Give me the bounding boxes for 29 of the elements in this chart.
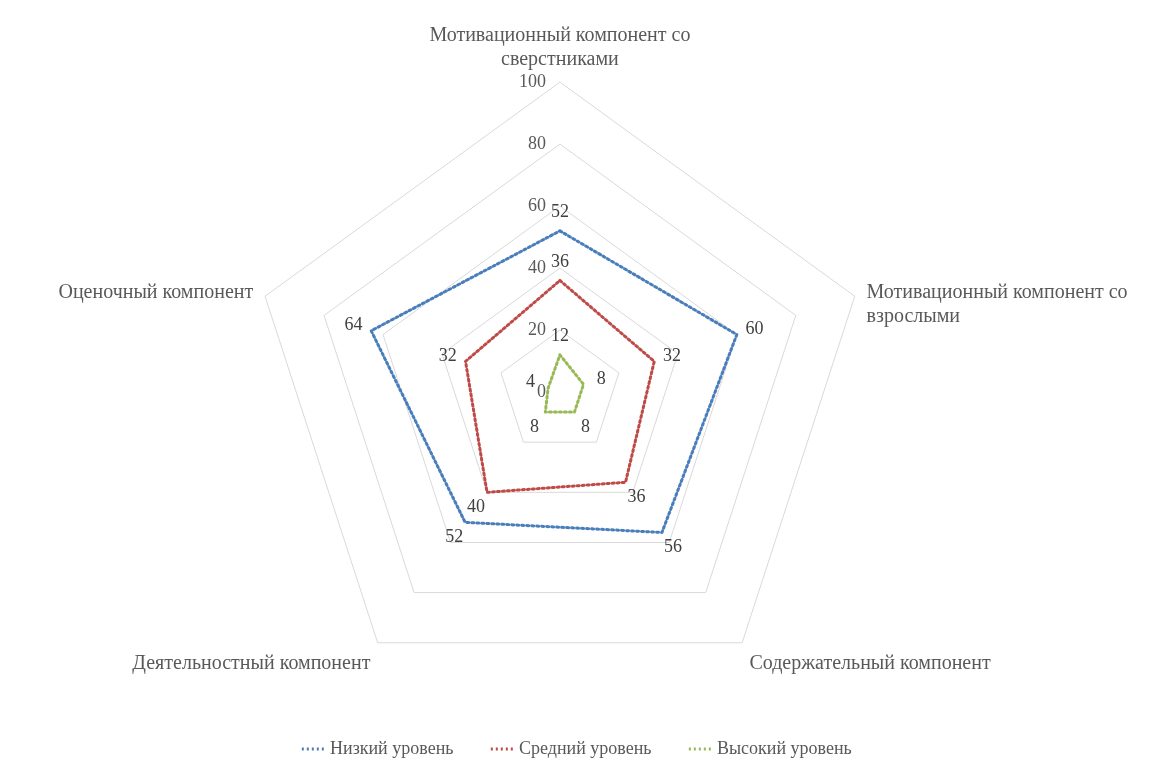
y-tick-label: 20: [527, 319, 546, 340]
spoke-label: Содержательный компонент: [749, 650, 991, 674]
spoke-label: Мотивационный компонент со взрослыми: [866, 280, 1128, 328]
data-label: 64: [344, 313, 363, 334]
y-tick-label: 80: [527, 133, 546, 154]
y-tick-label: 40: [527, 257, 546, 278]
data-label: 40: [467, 496, 486, 517]
y-tick-label: 60: [527, 195, 546, 216]
data-label: 8: [529, 416, 539, 437]
data-label: 36: [627, 486, 646, 507]
data-label: 8: [596, 367, 606, 388]
data-label: 52: [550, 201, 569, 222]
data-label: 4: [525, 371, 535, 392]
data-label: 12: [550, 325, 569, 346]
data-label: 52: [445, 526, 464, 547]
y-tick-label: 100: [518, 71, 546, 92]
legend-label: Низкий уровень: [330, 738, 454, 758]
spoke-label: Оценочный компонент: [58, 280, 254, 304]
data-label: 8: [580, 416, 590, 437]
spoke-label: Деятельностный компонент: [132, 650, 371, 674]
data-label: 60: [745, 317, 764, 338]
y-tick-label: 0: [536, 381, 546, 402]
data-label: 56: [663, 536, 682, 557]
data-label: 32: [662, 344, 681, 365]
spoke-label: Мотивационный компонент со сверстниками: [429, 22, 691, 70]
legend-label: Высокий уровень: [717, 738, 852, 758]
data-label: 32: [438, 344, 457, 365]
legend-label: Средний уровень: [519, 738, 652, 758]
data-label: 36: [550, 250, 569, 271]
